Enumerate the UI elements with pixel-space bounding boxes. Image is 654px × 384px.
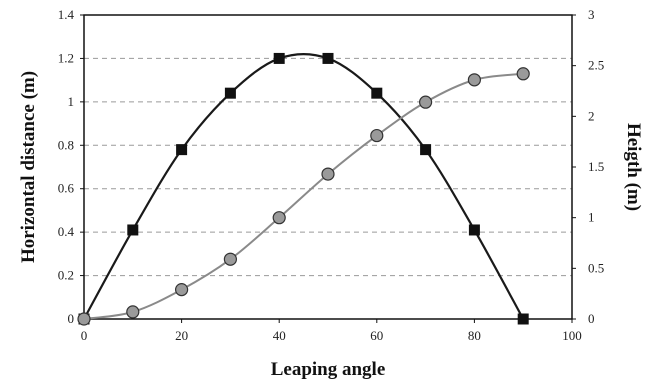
data-point-circle [126,305,140,319]
data-point-circle [77,312,91,326]
data-point-circle [223,252,237,266]
y-tick-label-right: 2.5 [588,58,604,73]
data-point-circle [516,67,530,81]
y-tick-label-left: 0 [68,311,75,326]
x-tick-label: 20 [175,328,188,343]
x-tick-label: 100 [562,328,582,343]
data-point-circle [419,95,433,109]
tick-labels: 0 20 40 60 80 100 0 0.2 0.4 0.6 0.8 1 1.2 1.4 0 0.5 1 1.5… [58,7,605,343]
y-tick-label-right: 0.5 [588,260,604,275]
y-tick-label-left: 1.4 [58,7,75,22]
y-tick-label-right: 1 [588,210,595,225]
data-series [77,52,530,326]
data-point-square [224,87,236,99]
y-tick-label-left: 1 [68,94,75,109]
grid-lines [84,57,572,277]
series-line-1 [83,52,525,320]
data-point-square [371,87,383,99]
y-tick-label-left: 0.4 [58,224,75,239]
x-tick-label: 40 [273,328,286,343]
data-point-circle [467,73,481,87]
y-tick-label-right: 0 [588,311,595,326]
data-point-square [176,144,188,156]
y-tick-label-right: 3 [588,7,595,22]
data-point-square [517,313,529,325]
y-axis-title-right: Heigth (m) [623,123,644,211]
data-point-circle [321,167,335,181]
data-point-circle [370,128,384,143]
data-point-square [468,224,480,236]
y-tick-label-left: 0.2 [58,268,74,283]
y-axis-title-left: Horizontal distance (m) [18,71,39,263]
y-tick-label-left: 0.6 [58,181,75,196]
data-point-square [273,52,285,64]
x-axis-title: Leaping angle [271,359,386,380]
series-line-2 [83,72,524,320]
data-point-square [322,52,334,64]
y-tick-label-right: 2 [588,108,595,123]
data-point-square [127,224,139,236]
data-point-circle [272,211,286,225]
y-tick-label-left: 0.8 [58,137,74,152]
x-tick-label: 60 [370,328,383,343]
data-point-square [420,144,432,156]
x-tick-label: 0 [81,328,88,343]
x-tick-label: 80 [468,328,481,343]
y-tick-label-right: 1.5 [588,159,604,174]
data-point-circle [175,283,189,297]
y-tick-label-left: 1.2 [58,50,74,65]
